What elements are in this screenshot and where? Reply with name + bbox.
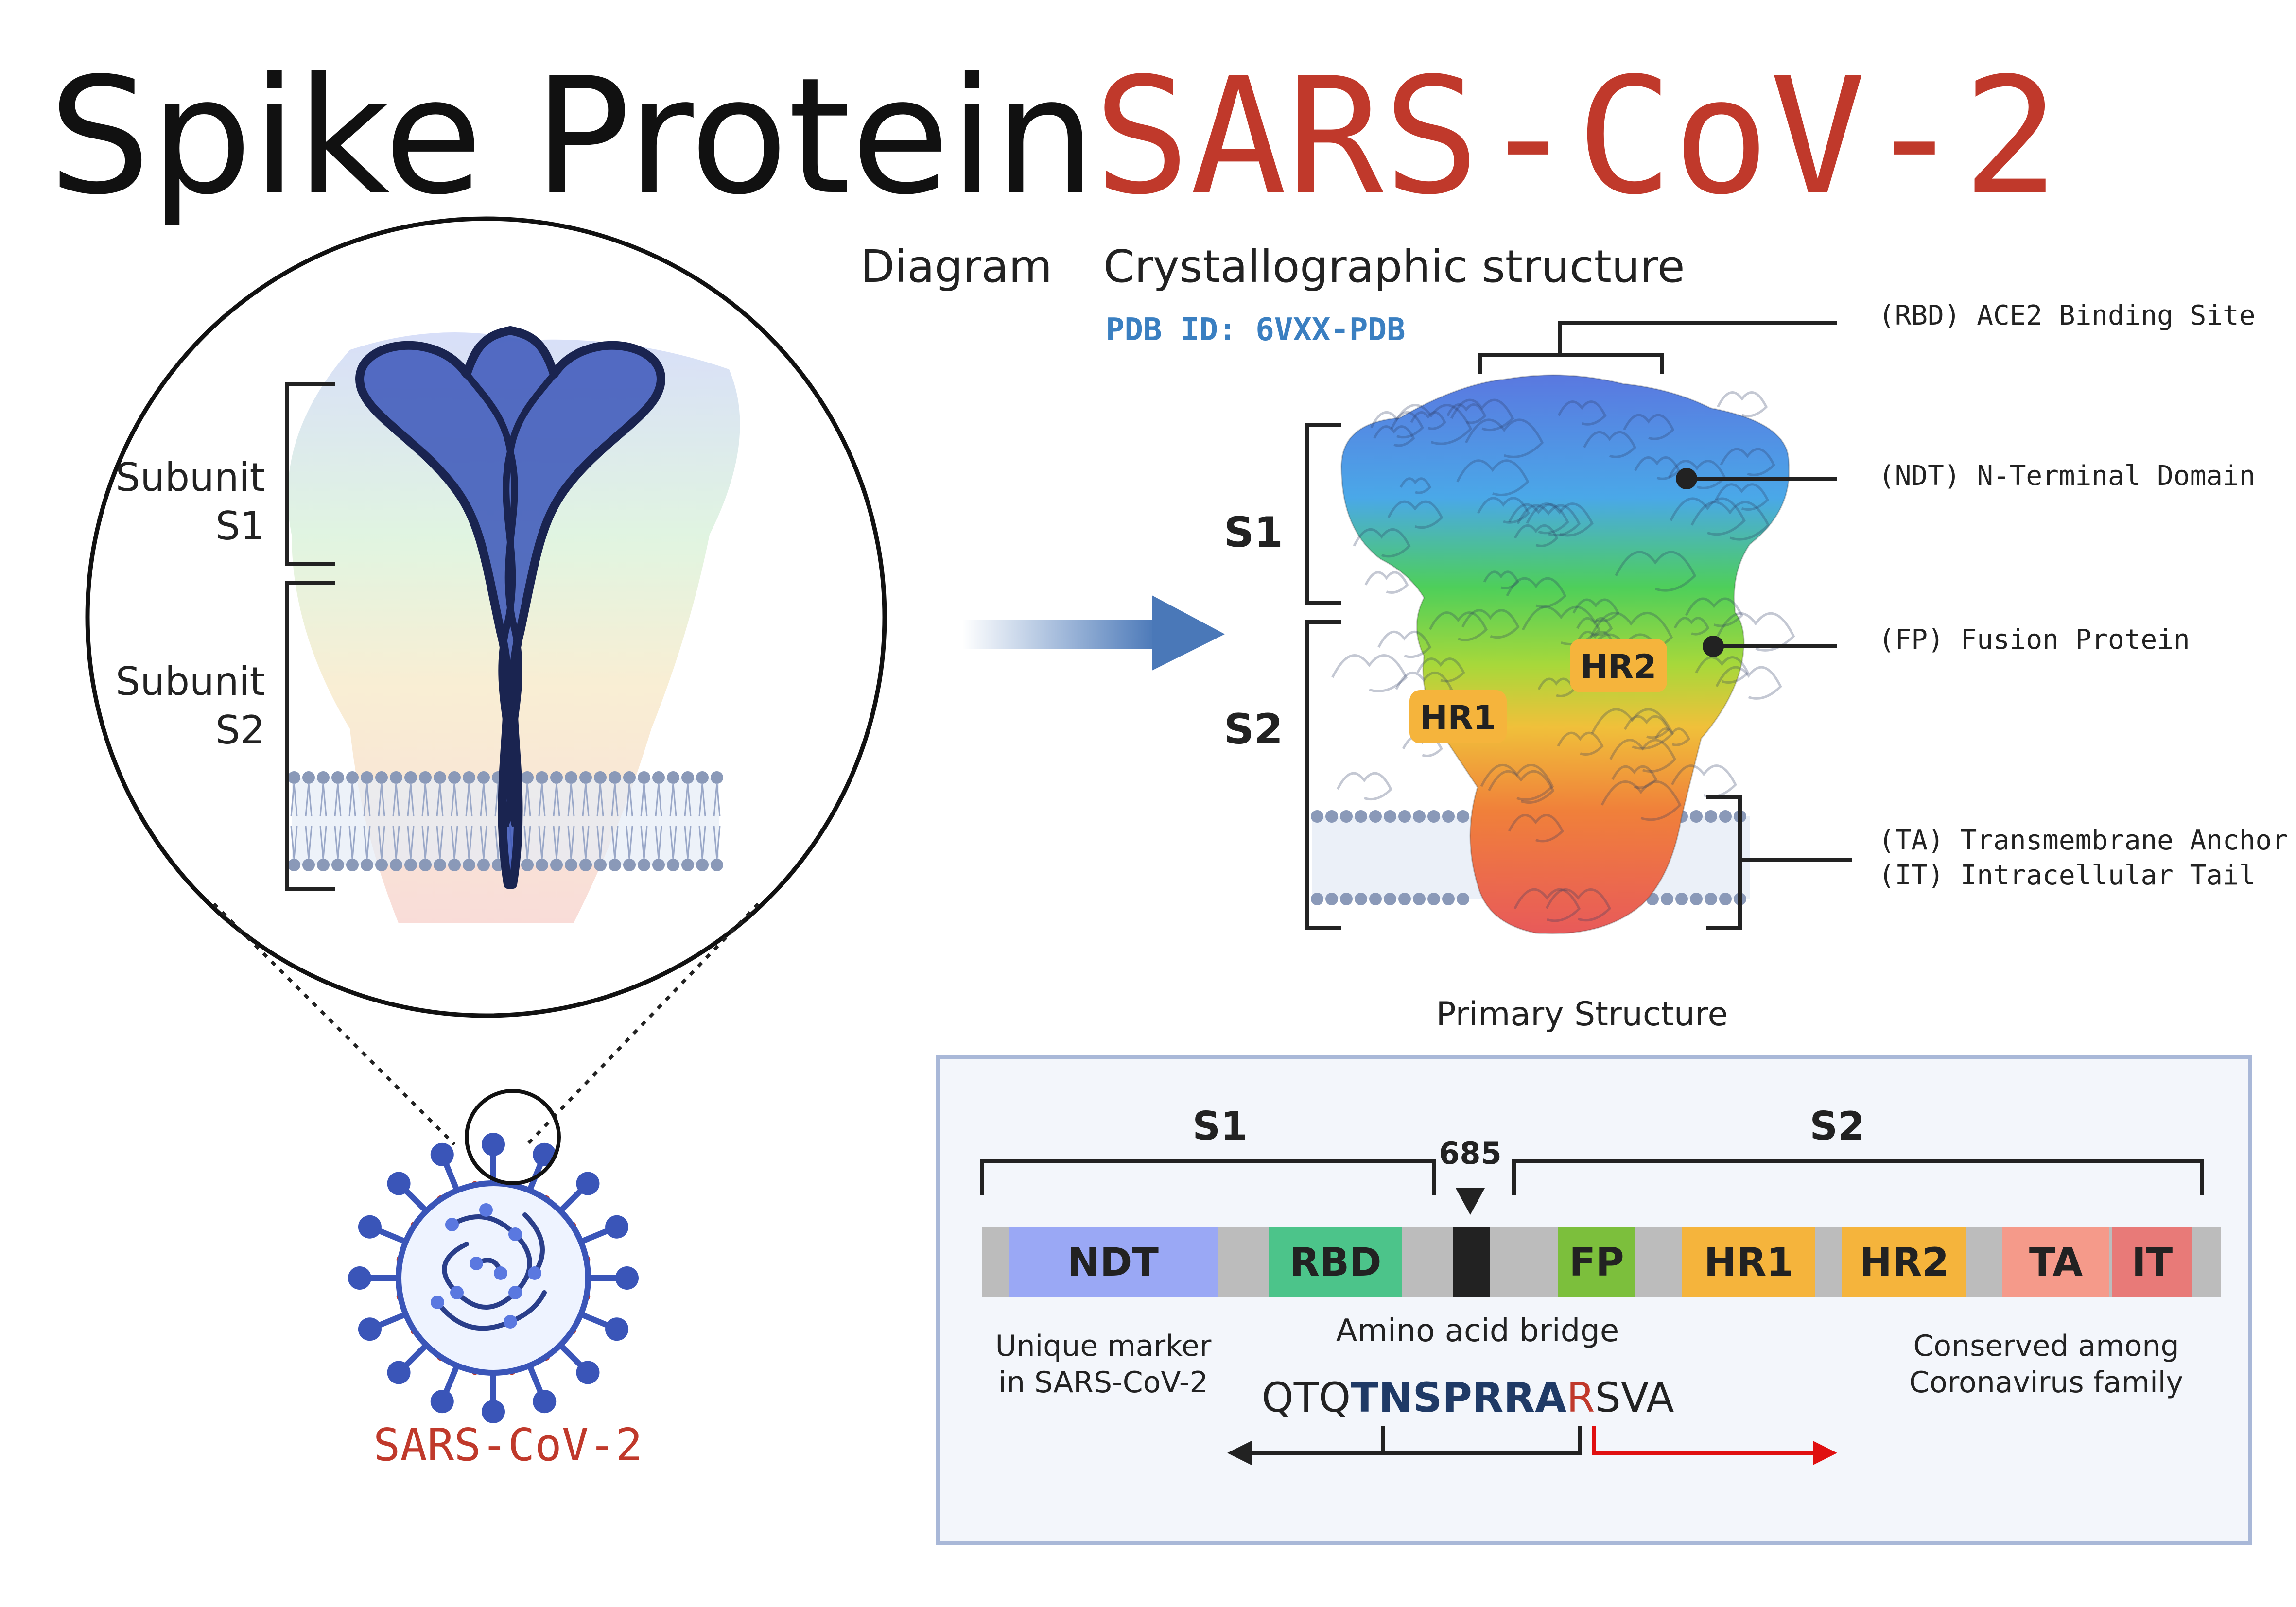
subunit-s2-word: Subunit xyxy=(116,659,265,704)
right-note-line1: Conserved among xyxy=(1913,1329,2179,1363)
primary-s1: S1 xyxy=(1192,1104,1247,1149)
subunit-s1-word: Subunit xyxy=(116,455,265,500)
crystal-brackets xyxy=(1305,423,1742,930)
primary-s2: S2 xyxy=(1809,1104,1864,1149)
annotation-rbd: (RBD) ACE2 Binding Site xyxy=(1879,300,2255,331)
domain-ndt: NDT xyxy=(1067,1240,1159,1285)
left-note-line1: Unique marker xyxy=(995,1329,1212,1363)
seq-bold: TNSPRRA xyxy=(1351,1374,1566,1421)
bridge-label: Amino acid bridge xyxy=(1336,1313,1619,1349)
annotation-ta: (TA) Transmembrane Anchor xyxy=(1879,825,2288,856)
virus-label: SARS-CoV-2 xyxy=(373,1419,643,1471)
domain-hr2: HR2 xyxy=(1860,1240,1949,1285)
subunit-s2-code: S2 xyxy=(215,708,265,753)
ndt-marker xyxy=(1676,468,1697,489)
annotation-leaders xyxy=(1478,321,1852,862)
crystal-hr1: HR1 xyxy=(1420,699,1496,737)
annotation-it: (IT) Intracellular Tail xyxy=(1879,860,2255,891)
domain-it: IT xyxy=(2132,1240,2173,1285)
sequence-arrows xyxy=(1227,1426,1837,1465)
cleavage-site-number: 685 xyxy=(1439,1136,1501,1171)
pdb-id: PDB ID: 6VXX-PDB xyxy=(1106,312,1406,348)
virus-particle xyxy=(348,1089,639,1423)
transition-arrow xyxy=(962,595,1225,671)
domain-fp: FP xyxy=(1569,1240,1624,1285)
subunit-s1-code: S1 xyxy=(215,503,265,549)
crystal-s2: S2 xyxy=(1224,705,1283,754)
title-virus: SARS-CoV-2 xyxy=(1094,43,2059,230)
zoom-lines xyxy=(212,902,760,1146)
annotation-fp: (FP) Fusion Protein xyxy=(1879,624,2190,656)
right-note-line2: Coronavirus family xyxy=(1909,1365,2183,1400)
title-main: Spike Protein xyxy=(49,43,1096,230)
diagram-label: Diagram xyxy=(860,241,1052,293)
seq-post: SVA xyxy=(1595,1374,1674,1421)
cleavage-site-marker xyxy=(1456,1188,1485,1215)
subunit-brackets xyxy=(285,382,335,891)
amino-acid-sequence: QTQTNSPRRARSVA xyxy=(1262,1374,1674,1421)
crystal-structure: HR1 HR2 xyxy=(1311,374,1795,934)
crystal-s1: S1 xyxy=(1224,508,1283,557)
fp-marker xyxy=(1703,636,1724,657)
zoom-view xyxy=(85,216,887,1018)
annotation-ndt: (NDT) N-Terminal Domain xyxy=(1879,460,2255,492)
seq-pre: QTQ xyxy=(1262,1374,1351,1421)
domain-hr1: HR1 xyxy=(1704,1240,1793,1285)
primary-panel xyxy=(936,1055,2252,1545)
left-note-line2: in SARS-CoV-2 xyxy=(998,1365,1208,1400)
primary-brackets xyxy=(980,1159,2204,1195)
virus-zoom-ring xyxy=(465,1089,561,1185)
primary-heading: Primary Structure xyxy=(1436,995,1728,1034)
cleavage-block xyxy=(1453,1227,1490,1297)
crystal-label: Crystallographic structure xyxy=(1103,241,1685,293)
crystal-hr2: HR2 xyxy=(1581,648,1657,686)
seq-red: R xyxy=(1566,1374,1595,1421)
domain-blocks: NDT RBD FP HR1 HR2 TA IT xyxy=(1009,1227,2192,1297)
domain-rbd: RBD xyxy=(1290,1240,1382,1285)
domain-ta: TA xyxy=(2029,1240,2083,1285)
